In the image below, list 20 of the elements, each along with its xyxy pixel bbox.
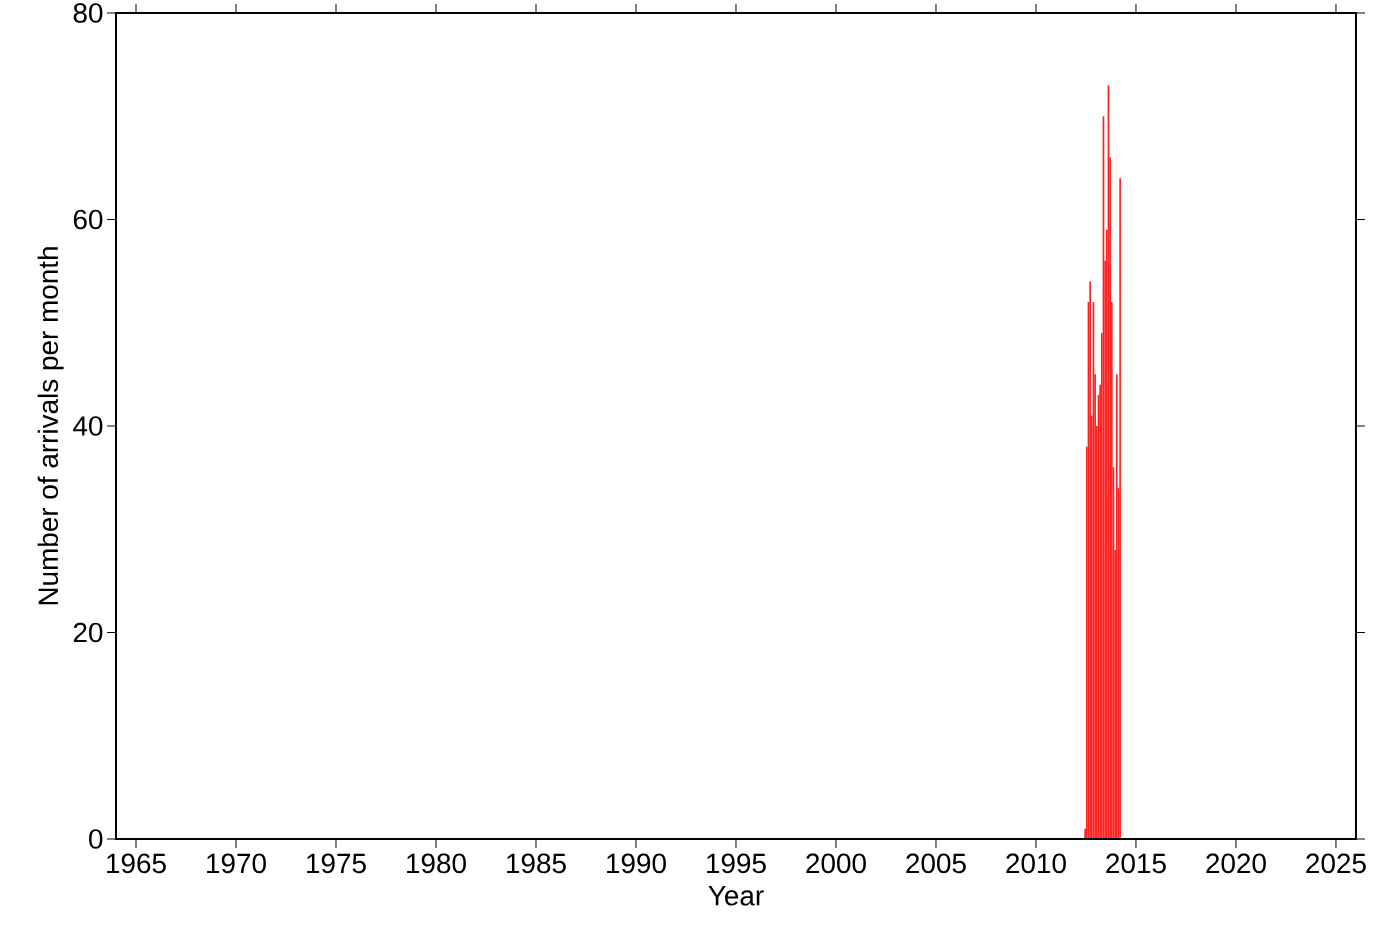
y-axis-title: Number of arrivals per month bbox=[37, 247, 64, 605]
x-tick-label: 1965 bbox=[107, 853, 166, 874]
x-tick-label: 2010 bbox=[1006, 853, 1066, 874]
y-tick-label: 40 bbox=[73, 416, 103, 436]
y-tick-label: 0 bbox=[89, 829, 103, 849]
x-tick-label: 2000 bbox=[806, 853, 866, 874]
x-tick-label: 2020 bbox=[1206, 853, 1266, 874]
x-tick-label: 1995 bbox=[707, 853, 766, 874]
x-tick-label: 2015 bbox=[1106, 853, 1166, 874]
x-tick-label: 2025 bbox=[1306, 853, 1366, 874]
x-tick-label: 1970 bbox=[207, 853, 266, 874]
x-tick-label: 1990 bbox=[607, 853, 666, 874]
x-axis-title: Year bbox=[708, 886, 764, 906]
x-tick-label: 1975 bbox=[307, 853, 366, 874]
y-tick-label: 20 bbox=[73, 622, 103, 643]
y-tick-label: 60 bbox=[73, 209, 103, 230]
x-tick-label: 1985 bbox=[507, 853, 566, 874]
y-tick-label: 80 bbox=[73, 3, 103, 23]
x-tick-label: 2005 bbox=[906, 853, 966, 874]
x-tick-label: 1980 bbox=[407, 853, 466, 874]
